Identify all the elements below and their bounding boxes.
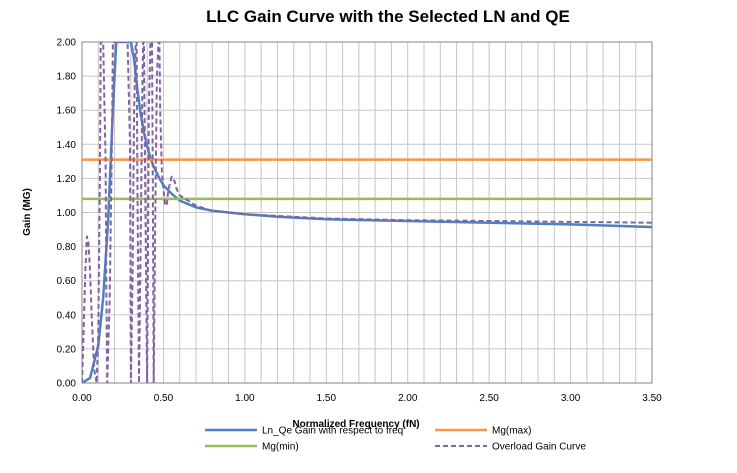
y-tick-label: 0.20 bbox=[57, 344, 77, 355]
plot-area-border bbox=[81, 41, 653, 384]
y-tick-label: 1.60 bbox=[57, 106, 77, 117]
y-tick-label: 1.20 bbox=[57, 174, 77, 185]
y-tick-label: 0.80 bbox=[57, 242, 77, 253]
x-tick-label: 2.50 bbox=[479, 393, 499, 404]
grid bbox=[82, 42, 652, 383]
y-tick-label: 1.40 bbox=[57, 140, 77, 151]
x-tick-label: 1.50 bbox=[317, 393, 337, 404]
y-tick-label: 1.80 bbox=[57, 72, 77, 83]
x-axis-label: Normalized Frequency (fN) bbox=[292, 419, 419, 430]
y-tick-label: 1.00 bbox=[57, 208, 77, 219]
y-tick-label: 0.00 bbox=[57, 379, 77, 390]
x-tick-label: 0.00 bbox=[72, 393, 92, 404]
series-line-3 bbox=[82, 42, 652, 383]
x-tick-label: 0.50 bbox=[154, 393, 174, 404]
chart-title: LLC Gain Curve with the Selected LN and … bbox=[206, 7, 570, 26]
y-tick-label: 0.60 bbox=[57, 276, 77, 287]
legend-label-1: Mg(max) bbox=[492, 426, 531, 437]
y-tick-label: 0.40 bbox=[57, 310, 77, 321]
series-lines bbox=[82, 42, 652, 383]
legend-label-2: Mg(min) bbox=[262, 442, 299, 453]
x-tick-label: 2.00 bbox=[398, 393, 418, 404]
x-tick-label: 1.00 bbox=[235, 393, 255, 404]
y-axis-label: Gain (MG) bbox=[22, 188, 33, 236]
legend-label-0: Ln_Qe Gain with respect to freq bbox=[262, 426, 403, 437]
x-axis-ticks: 0.00 0.50 1.00 1.50 2.00 2.50 3.00 3.50 bbox=[72, 393, 662, 404]
legend-label-3: Overload Gain Curve bbox=[492, 442, 586, 453]
y-axis-ticks: 0.00 0.20 0.40 0.60 0.80 1.00 1.20 1.40 1.60 1.80… bbox=[57, 38, 77, 390]
x-tick-label: 3.00 bbox=[561, 393, 581, 404]
x-tick-label: 3.50 bbox=[642, 393, 662, 404]
y-tick-label: 2.00 bbox=[57, 38, 77, 49]
legend: Ln_Qe Gain with respect to freq Mg(max) Mg… bbox=[205, 426, 586, 453]
